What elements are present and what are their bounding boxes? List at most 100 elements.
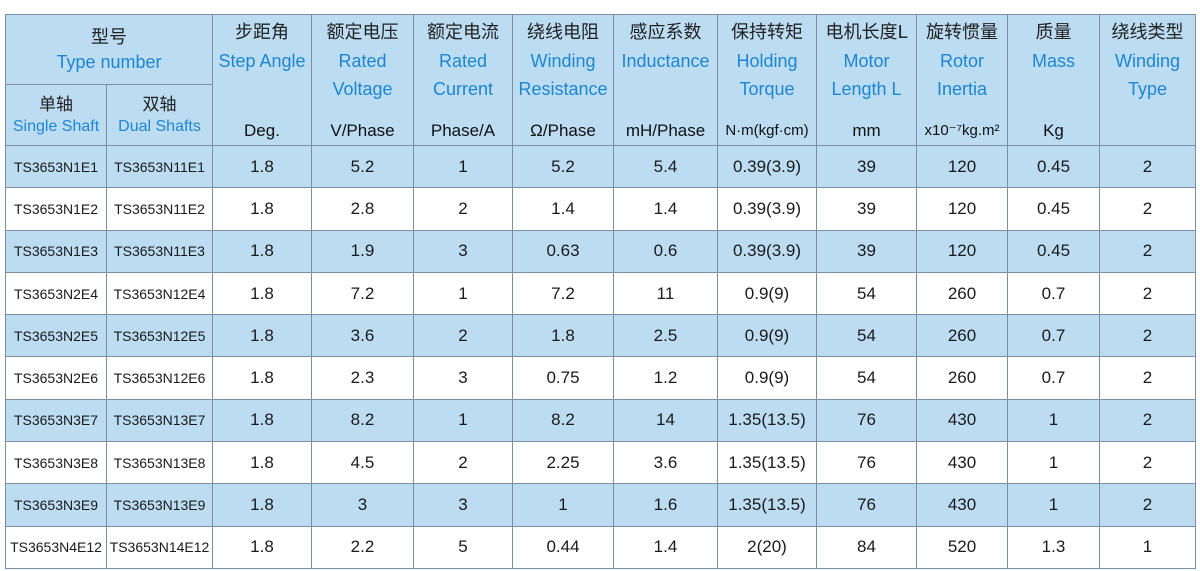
rated-current-cell: 1	[413, 398, 513, 443]
rated-voltage-cell: 2.8	[311, 187, 414, 231]
holding-torque-cell: 0.39(3.9)	[717, 229, 817, 273]
col-zh: 电机长度L	[825, 22, 908, 43]
single-shaft-model: TS3653N1E3	[5, 229, 107, 273]
col-en: Type	[1127, 79, 1168, 99]
table-row: TS3653N1E1 TS3653N11E1 1.8 5.2 1 5.2 5.4…	[5, 144, 1196, 189]
col-en: Winding	[530, 51, 596, 71]
inductance-cell: 1.4	[613, 525, 718, 570]
table-row: TS3653N2E5 TS3653N12E5 1.8 3.6 2 1.8 2.5…	[5, 314, 1196, 358]
winding-resistance-cell: 0.75	[512, 356, 614, 400]
dual-shaft-model: TS3653N13E8	[106, 441, 213, 485]
rated-voltage-cell: 2.2	[311, 525, 414, 570]
col-en: Step Angle	[218, 51, 306, 71]
winding-resistance-cell: 1	[512, 483, 614, 527]
col-en: Mass	[1031, 51, 1075, 71]
rated-current-cell: 1	[413, 271, 513, 316]
dual-shaft-model: TS3653N13E7	[106, 398, 213, 443]
mass-cell: 1	[1007, 398, 1100, 443]
step-angle-cell: 1.8	[212, 483, 312, 527]
rotor-inertia-cell: 260	[916, 271, 1008, 316]
mass-cell: 0.7	[1007, 314, 1100, 358]
motor-length-cell: 76	[816, 441, 917, 485]
rated-voltage-cell: 4.5	[311, 441, 414, 485]
step-angle-cell: 1.8	[212, 271, 312, 316]
single-shaft-header: 单轴 Single Shaft	[5, 83, 107, 147]
motor-length-cell: 54	[816, 271, 917, 316]
mass-cell: 1.3	[1007, 525, 1100, 570]
col-zh: 步距角	[235, 22, 289, 43]
table-row: TS3653N1E2 TS3653N11E2 1.8 2.8 2 1.4 1.4…	[5, 187, 1196, 231]
holding-torque-cell: 0.39(3.9)	[717, 187, 817, 231]
dual-shafts-header: 双轴 Dual Shafts	[106, 83, 213, 147]
dual-shaft-model: TS3653N11E1	[106, 144, 213, 189]
winding-resistance-cell: 2.25	[512, 441, 614, 485]
rated-current-cell: 2	[413, 187, 513, 231]
step-angle-cell: 1.8	[212, 187, 312, 231]
motor-length-cell: 84	[816, 525, 917, 570]
type-number-en: Type number	[56, 52, 162, 73]
col-header-4: 感应系数 Inductance mH/Phase	[613, 14, 718, 146]
mass-cell: 1	[1007, 483, 1100, 527]
rotor-inertia-cell: 430	[916, 483, 1008, 527]
col-unit: V/Phase	[330, 121, 395, 140]
rated-current-cell: 1	[413, 144, 513, 189]
mass-cell: 0.45	[1007, 144, 1100, 189]
col-header-9: 绕线类型 Winding Type	[1099, 14, 1196, 146]
col-en: Voltage	[332, 79, 393, 99]
winding-type-cell: 1	[1099, 525, 1196, 570]
rated-voltage-cell: 3.6	[311, 314, 414, 358]
col-zh: 质量	[1035, 22, 1072, 43]
winding-resistance-cell: 1.8	[512, 314, 614, 358]
header-row-top: 型号 Type number 步距角 Step Angle Deg. 额定电压 …	[5, 14, 1196, 146]
col-unit: x10⁻⁷kg.m²	[924, 122, 1000, 139]
winding-type-cell: 2	[1099, 398, 1196, 443]
inductance-cell: 1.2	[613, 356, 718, 400]
step-angle-cell: 1.8	[212, 144, 312, 189]
mass-cell: 0.45	[1007, 229, 1100, 273]
holding-torque-cell: 0.9(9)	[717, 271, 817, 316]
col-header-6: 电机长度L Motor Length L mm	[816, 14, 917, 146]
rated-current-cell: 3	[413, 229, 513, 273]
mass-cell: 1	[1007, 441, 1100, 485]
single-shaft-model: TS3653N2E6	[5, 356, 107, 400]
winding-type-cell: 2	[1099, 229, 1196, 273]
step-angle-cell: 1.8	[212, 441, 312, 485]
col-en: Torque	[739, 79, 795, 99]
dual-shaft-model: TS3653N11E2	[106, 187, 213, 231]
winding-resistance-cell: 1.4	[512, 187, 614, 231]
col-en: Rotor	[939, 51, 984, 71]
table-row: TS3653N1E3 TS3653N11E3 1.8 1.9 3 0.63 0.…	[5, 229, 1196, 273]
holding-torque-cell: 2(20)	[717, 525, 817, 570]
table-row: TS3653N3E9 TS3653N13E9 1.8 3 3 1 1.6 1.3…	[5, 483, 1196, 527]
dual-shaft-model: TS3653N14E12	[106, 525, 213, 570]
rated-current-cell: 3	[413, 356, 513, 400]
holding-torque-cell: 0.9(9)	[717, 356, 817, 400]
rated-voltage-cell: 5.2	[311, 144, 414, 189]
rated-voltage-cell: 3	[311, 483, 414, 527]
inductance-cell: 1.6	[613, 483, 718, 527]
type-number-zh: 型号	[91, 27, 127, 49]
table-row: TS3653N2E6 TS3653N12E6 1.8 2.3 3 0.75 1.…	[5, 356, 1196, 400]
col-en: Resistance	[518, 79, 608, 99]
winding-type-cell: 2	[1099, 441, 1196, 485]
rated-current-cell: 5	[413, 525, 513, 570]
col-en: Holding	[736, 51, 798, 71]
col-header-5: 保持转矩 Holding Torque N·m(kgf·cm)	[717, 14, 817, 146]
single-shaft-zh: 单轴	[39, 94, 73, 115]
rotor-inertia-cell: 260	[916, 356, 1008, 400]
col-en: Rated	[438, 51, 488, 71]
single-shaft-model: TS3653N1E1	[5, 144, 107, 189]
col-en: Length L	[831, 79, 902, 99]
spec-table: 型号 Type number 步距角 Step Angle Deg. 额定电压 …	[5, 14, 1196, 570]
holding-torque-cell: 1.35(13.5)	[717, 398, 817, 443]
inductance-cell: 11	[613, 271, 718, 316]
winding-resistance-cell: 8.2	[512, 398, 614, 443]
dual-shaft-model: TS3653N13E9	[106, 483, 213, 527]
step-angle-cell: 1.8	[212, 525, 312, 570]
single-shaft-model: TS3653N2E4	[5, 271, 107, 316]
single-shaft-en: Single Shaft	[12, 117, 100, 135]
step-angle-cell: 1.8	[212, 356, 312, 400]
winding-type-cell: 2	[1099, 144, 1196, 189]
rated-voltage-cell: 1.9	[311, 229, 414, 273]
motor-length-cell: 76	[816, 398, 917, 443]
